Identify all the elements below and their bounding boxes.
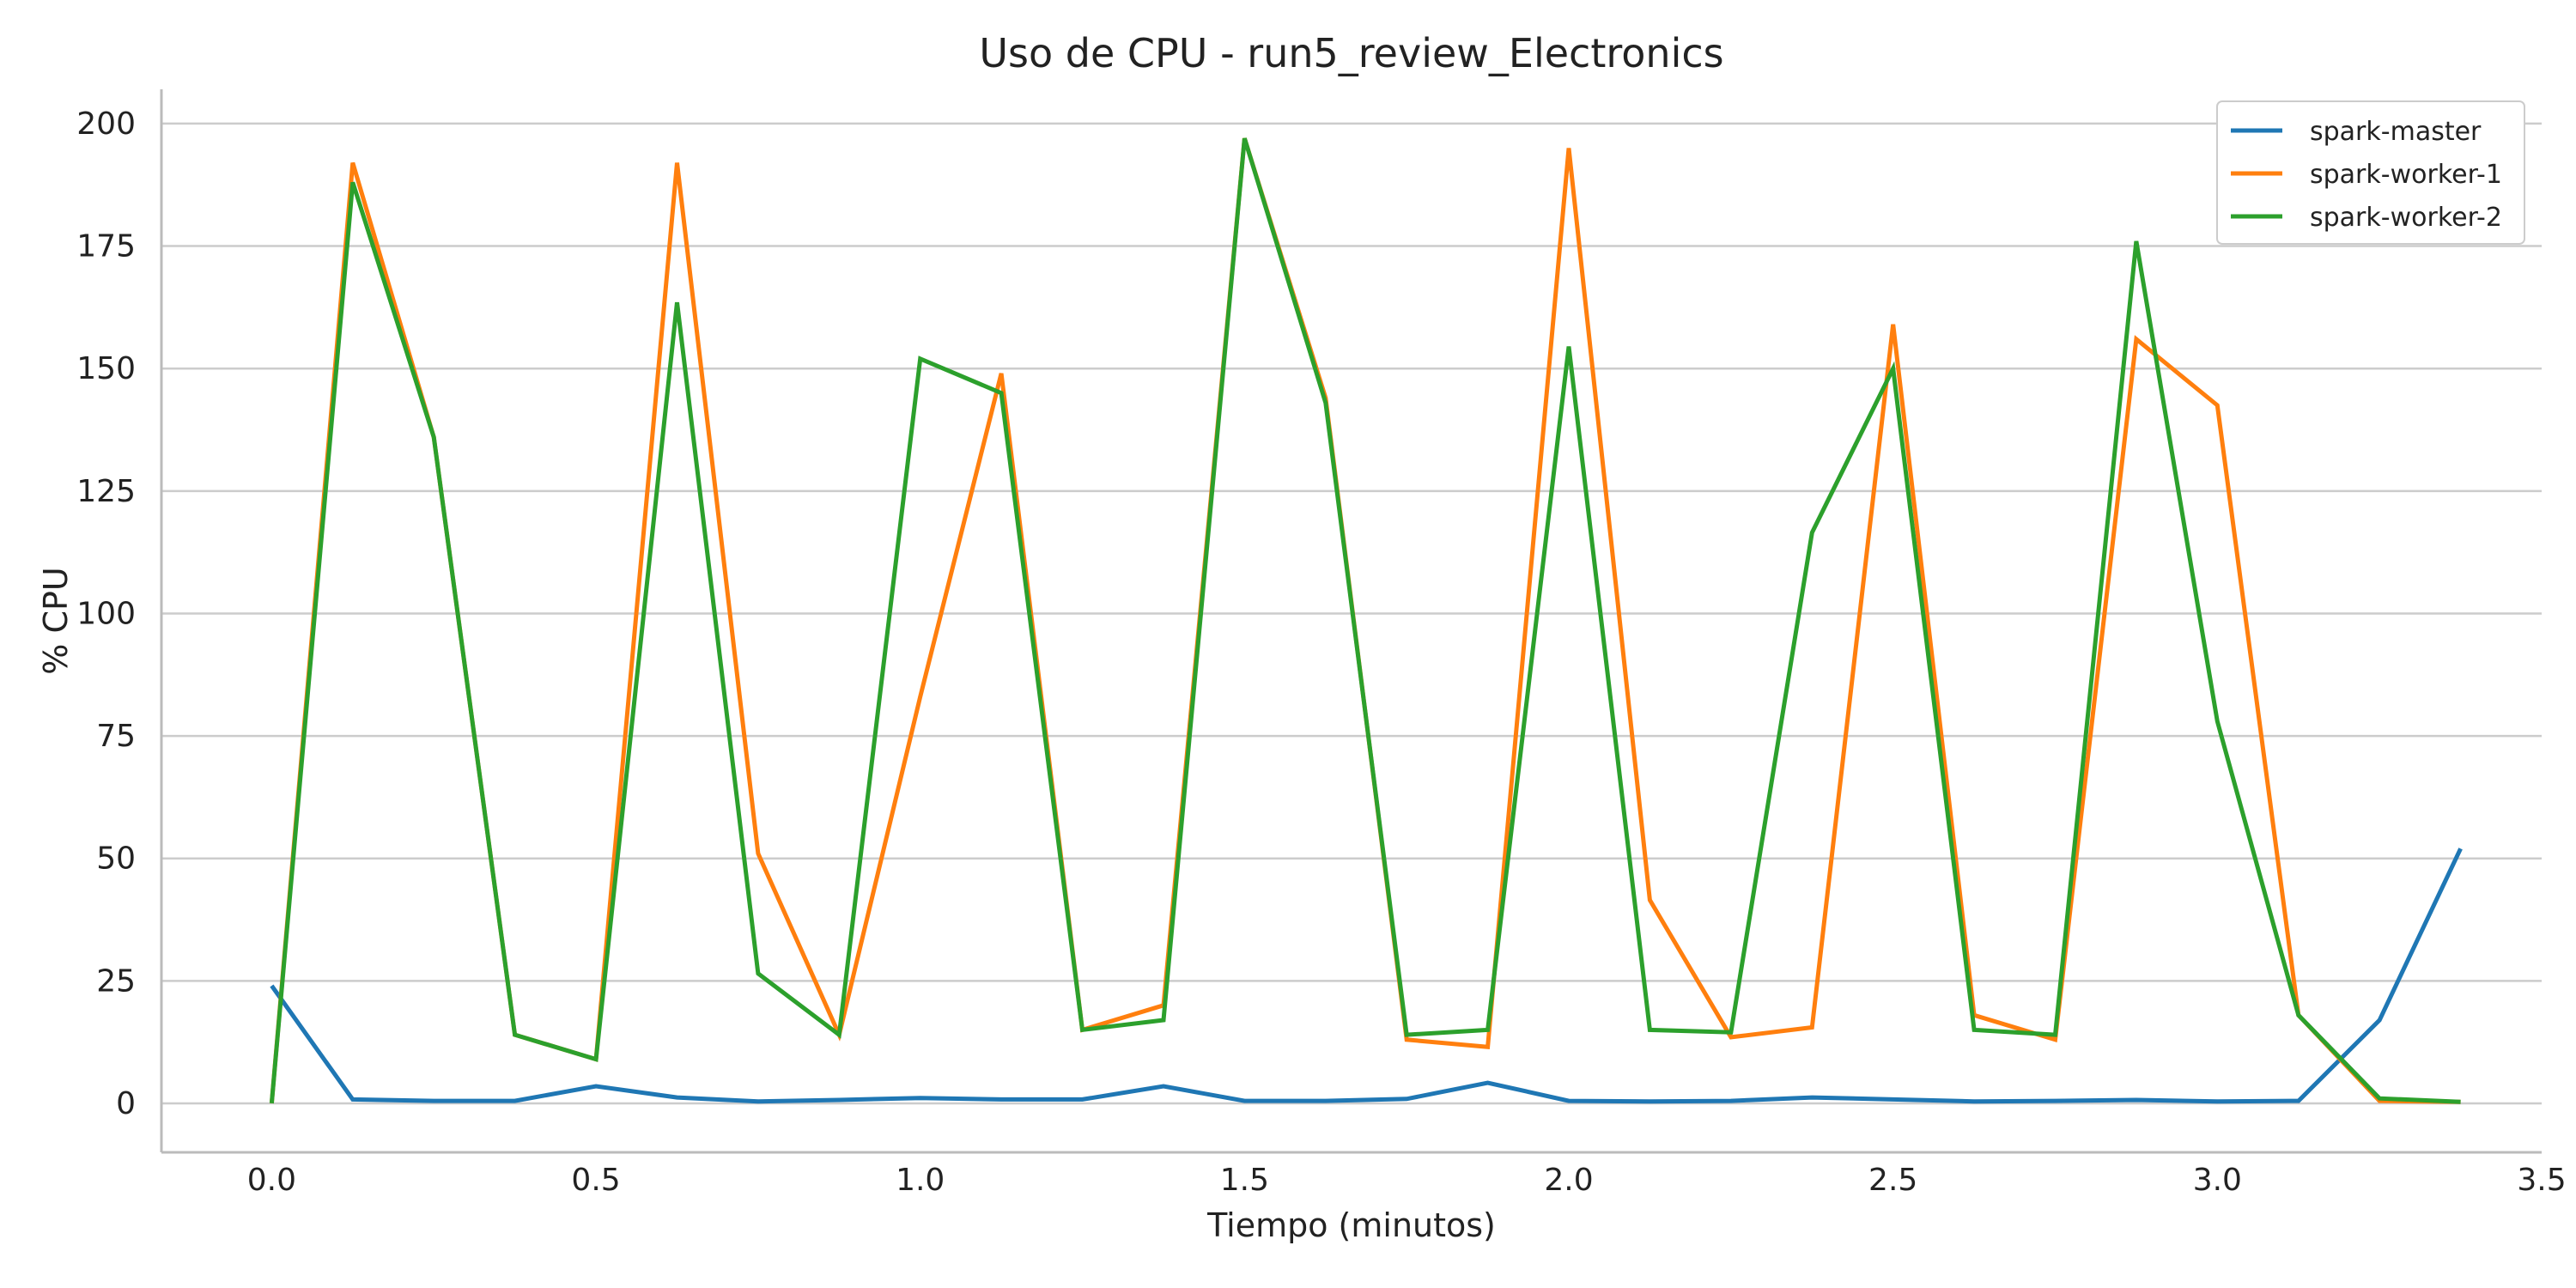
axes xyxy=(160,89,2542,1154)
x-tick-label: 3.5 xyxy=(2517,1163,2566,1198)
y-ticks: 0 25 50 75 100 125 150 175 200 xyxy=(76,106,136,1121)
chart-title: Uso de CPU - run5_review_Electronics xyxy=(979,30,1723,76)
y-tick-label: 125 xyxy=(76,474,136,509)
x-tick-label: 1.5 xyxy=(1220,1163,1269,1198)
x-tick-label: 3.0 xyxy=(2193,1163,2242,1198)
legend-box xyxy=(2216,100,2525,245)
series-line-spark-worker-2 xyxy=(269,137,2461,1104)
legend: spark-master spark-worker-1 spark-worker-2 xyxy=(2216,100,2525,245)
legend-label: spark-worker-1 xyxy=(2310,160,2502,190)
x-tick-label: 2.0 xyxy=(1544,1163,1593,1198)
x-tick-label: 0.0 xyxy=(247,1163,296,1198)
x-tick-label: 2.5 xyxy=(1868,1163,1917,1198)
y-tick-label: 75 xyxy=(96,719,136,754)
legend-label: spark-master xyxy=(2310,117,2482,147)
y-tick-label: 200 xyxy=(76,106,136,142)
y-tick-label: 150 xyxy=(76,351,136,386)
x-ticks: 0.0 0.5 1.0 1.5 2.0 2.5 3.0 3.5 xyxy=(247,1163,2567,1198)
y-tick-label: 175 xyxy=(76,229,136,264)
y-axis-label: % CPU xyxy=(37,567,75,674)
x-tick-label: 1.0 xyxy=(896,1163,945,1198)
x-axis-label: Tiempo (minutos) xyxy=(1206,1206,1496,1244)
legend-label: spark-worker-2 xyxy=(2310,203,2502,233)
y-tick-label: 50 xyxy=(96,841,136,877)
y-tick-label: 25 xyxy=(96,963,136,999)
y-tick-label: 0 xyxy=(116,1086,136,1121)
y-tick-label: 100 xyxy=(76,596,136,631)
x-tick-label: 0.5 xyxy=(571,1163,620,1198)
series-lines xyxy=(269,137,2463,1104)
series-line-spark-master xyxy=(270,848,2463,1104)
